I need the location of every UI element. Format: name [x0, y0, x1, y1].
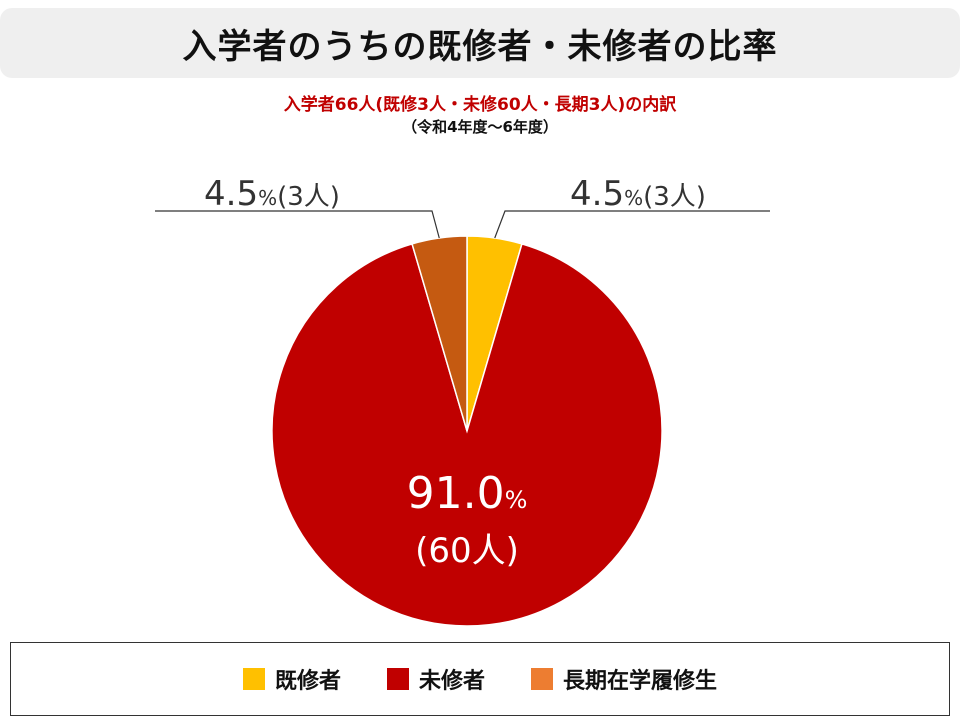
legend-swatch-choki — [531, 668, 553, 690]
chart-title: 入学者のうちの既修者・未修者の比率 — [182, 26, 778, 67]
title-bar: 入学者のうちの既修者・未修者の比率 — [0, 8, 960, 78]
pie-slice-choki — [411, 235, 468, 432]
data-label-mishu-count: (60人) — [415, 531, 519, 571]
chart-subtitle: 入学者66人(既修3人・未修60人・長期3人)の内訳 — [283, 95, 677, 115]
legend-label-choki: 長期在学履修生 — [563, 669, 718, 694]
legend-item-mishu: 未修者 — [386, 663, 485, 695]
data-label-kishu: 4.5%(3人) — [570, 174, 706, 214]
legend: 既修者 未修者 長期在学履修生 — [10, 642, 950, 716]
pie-chart: 4.5%(3人) 4.5%(3人) 91.0% (60人) — [155, 174, 770, 627]
legend-item-kishu: 既修者 — [242, 663, 341, 695]
legend-swatch-mishu — [386, 668, 409, 690]
data-label-mishu-percent: 91.0% — [407, 468, 528, 519]
legend-item-choki: 長期在学履修生 — [531, 663, 717, 695]
leader-line-kishu — [494, 210, 770, 239]
chart-period: （令和4年度～6年度） — [402, 118, 558, 136]
legend-label-mishu: 未修者 — [418, 669, 485, 694]
leader-line-choki — [155, 210, 440, 239]
legend-label-kishu: 既修者 — [274, 669, 341, 694]
data-label-choki: 4.5%(3人) — [204, 174, 340, 214]
legend-swatch-kishu — [242, 668, 265, 690]
pie-slice-mishu — [271, 242, 663, 627]
